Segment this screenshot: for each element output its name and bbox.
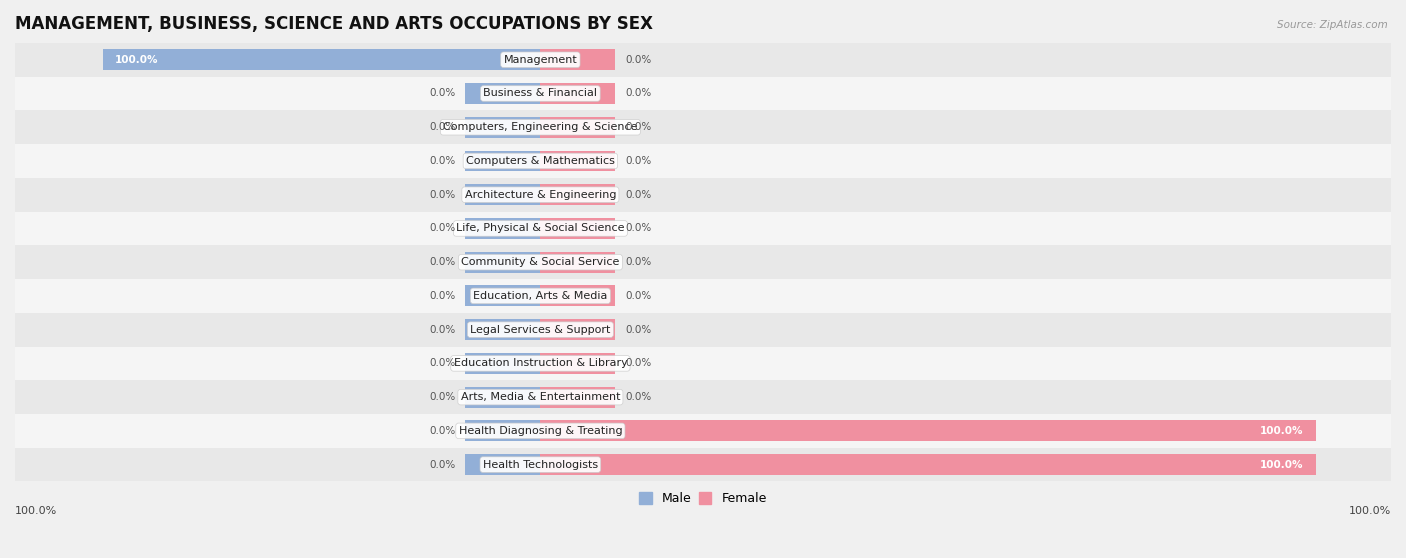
Bar	[465, 319, 540, 340]
Text: Education Instruction & Library: Education Instruction & Library	[454, 358, 627, 368]
Text: Health Diagnosing & Treating: Health Diagnosing & Treating	[458, 426, 623, 436]
Text: Computers & Mathematics: Computers & Mathematics	[465, 156, 614, 166]
Bar	[0, 380, 1406, 414]
Text: 0.0%: 0.0%	[429, 122, 456, 132]
Bar	[540, 184, 616, 205]
Bar	[465, 184, 540, 205]
Text: Architecture & Engineering: Architecture & Engineering	[464, 190, 616, 200]
Bar	[465, 151, 540, 171]
Bar	[0, 414, 1406, 448]
Bar	[540, 83, 616, 104]
Text: 0.0%: 0.0%	[429, 89, 456, 99]
Bar	[465, 454, 540, 475]
Text: 0.0%: 0.0%	[429, 358, 456, 368]
Bar	[465, 83, 540, 104]
Text: Legal Services & Support: Legal Services & Support	[470, 325, 610, 335]
Bar	[0, 246, 1406, 279]
Text: 0.0%: 0.0%	[626, 190, 652, 200]
Text: 0.0%: 0.0%	[626, 392, 652, 402]
Text: Life, Physical & Social Science: Life, Physical & Social Science	[456, 223, 624, 233]
Bar	[465, 117, 540, 138]
Text: 0.0%: 0.0%	[429, 223, 456, 233]
Text: 0.0%: 0.0%	[429, 325, 456, 335]
Bar	[540, 420, 1316, 441]
Text: 0.0%: 0.0%	[429, 291, 456, 301]
Text: Health Technologists: Health Technologists	[482, 460, 598, 470]
Text: 0.0%: 0.0%	[626, 325, 652, 335]
Text: 0.0%: 0.0%	[626, 89, 652, 99]
Text: 0.0%: 0.0%	[429, 156, 456, 166]
Bar	[0, 347, 1406, 380]
Text: 0.0%: 0.0%	[429, 426, 456, 436]
Bar	[540, 454, 1316, 475]
Bar	[0, 313, 1406, 347]
Text: Education, Arts & Media: Education, Arts & Media	[474, 291, 607, 301]
Bar	[540, 252, 616, 273]
Bar	[540, 319, 616, 340]
Bar	[0, 76, 1406, 110]
Bar	[0, 178, 1406, 211]
Text: Computers, Engineering & Science: Computers, Engineering & Science	[443, 122, 638, 132]
Text: MANAGEMENT, BUSINESS, SCIENCE AND ARTS OCCUPATIONS BY SEX: MANAGEMENT, BUSINESS, SCIENCE AND ARTS O…	[15, 15, 652, 33]
Text: Arts, Media & Entertainment: Arts, Media & Entertainment	[461, 392, 620, 402]
Text: 0.0%: 0.0%	[429, 190, 456, 200]
Bar	[0, 43, 1406, 76]
Legend: Male, Female: Male, Female	[634, 487, 772, 511]
Text: 100.0%: 100.0%	[1260, 426, 1303, 436]
Bar	[540, 49, 616, 70]
Text: 0.0%: 0.0%	[429, 257, 456, 267]
Text: 0.0%: 0.0%	[626, 257, 652, 267]
Text: 0.0%: 0.0%	[429, 392, 456, 402]
Bar	[0, 279, 1406, 313]
Text: 0.0%: 0.0%	[626, 291, 652, 301]
Bar	[540, 387, 616, 407]
Text: 100.0%: 100.0%	[115, 55, 159, 65]
Text: Community & Social Service: Community & Social Service	[461, 257, 620, 267]
Text: 100.0%: 100.0%	[1348, 506, 1391, 516]
Text: 0.0%: 0.0%	[626, 55, 652, 65]
Bar	[540, 117, 616, 138]
Bar	[0, 211, 1406, 246]
Bar	[540, 218, 616, 239]
Bar	[540, 353, 616, 374]
Bar	[0, 144, 1406, 178]
Bar	[540, 286, 616, 306]
Bar	[465, 252, 540, 273]
Text: 100.0%: 100.0%	[15, 506, 58, 516]
Text: Management: Management	[503, 55, 578, 65]
Bar	[103, 49, 540, 70]
Text: 0.0%: 0.0%	[626, 358, 652, 368]
Text: 0.0%: 0.0%	[626, 156, 652, 166]
Bar	[0, 448, 1406, 482]
Bar	[465, 420, 540, 441]
Text: Source: ZipAtlas.com: Source: ZipAtlas.com	[1277, 20, 1388, 30]
Text: 0.0%: 0.0%	[626, 223, 652, 233]
Bar	[465, 286, 540, 306]
Bar	[540, 151, 616, 171]
Bar	[465, 353, 540, 374]
Text: 0.0%: 0.0%	[626, 122, 652, 132]
Bar	[465, 218, 540, 239]
Bar	[0, 110, 1406, 144]
Text: 100.0%: 100.0%	[1260, 460, 1303, 470]
Text: Business & Financial: Business & Financial	[484, 89, 598, 99]
Bar	[465, 387, 540, 407]
Text: 0.0%: 0.0%	[429, 460, 456, 470]
